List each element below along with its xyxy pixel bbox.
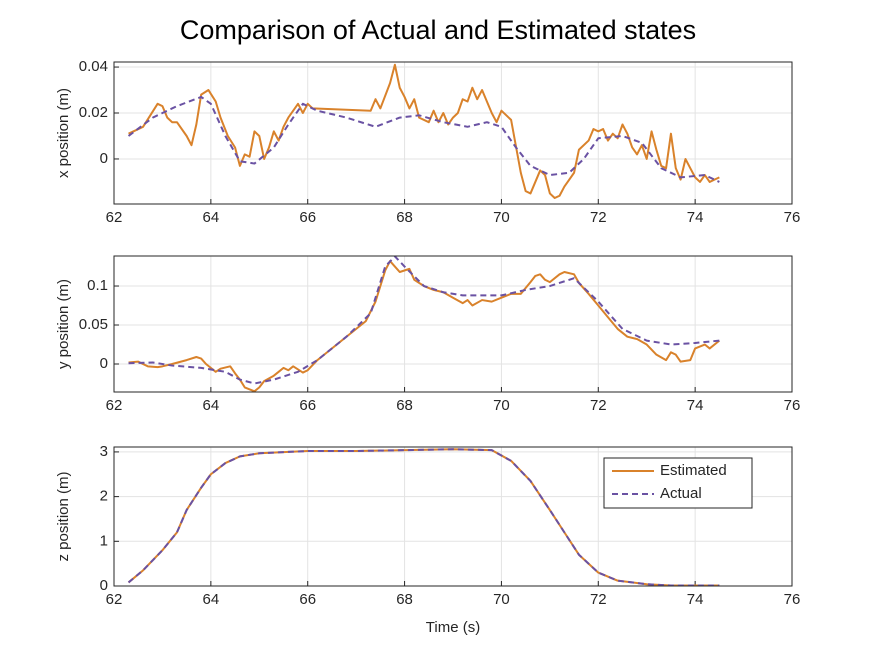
- legend-label: Estimated: [660, 462, 727, 479]
- x-tick-label: 62: [106, 591, 123, 608]
- plot-area: [114, 62, 792, 204]
- x-tick-label: 64: [203, 209, 220, 226]
- data-line: [128, 256, 720, 385]
- data-line: [127, 448, 720, 586]
- y-axis-label: z position (m): [55, 471, 72, 561]
- plot-area: [114, 256, 792, 392]
- x-tick-label: 64: [203, 591, 220, 608]
- y-axis-label: x position (m): [55, 88, 72, 178]
- series-group: [127, 63, 720, 200]
- y-tick-label: 0: [100, 577, 108, 594]
- x-tick-label: 76: [784, 397, 801, 414]
- x-tick-label: 66: [299, 397, 316, 414]
- data-line: [127, 95, 720, 183]
- axes-box: [113, 61, 793, 205]
- x-tick-label: 68: [396, 209, 413, 226]
- series-group: [128, 256, 720, 392]
- x-tick-label: 68: [396, 591, 413, 608]
- x-tick-label: 70: [493, 591, 510, 608]
- x-tick-label: 66: [299, 591, 316, 608]
- x-tick-label: 76: [784, 209, 801, 226]
- y-tick-label: 3: [100, 443, 108, 460]
- x-tick-label: 66: [299, 209, 316, 226]
- figure-title: Comparison of Actual and Estimated state…: [180, 15, 696, 45]
- y-tick-label: 2: [100, 488, 108, 505]
- data-line: [128, 260, 720, 392]
- y-tick-label: 0.02: [79, 104, 108, 121]
- x-tick-label: 62: [106, 209, 123, 226]
- y-tick-label: 0.04: [79, 58, 108, 75]
- y-tick-label: 0.05: [79, 316, 108, 333]
- axes-box: [113, 446, 793, 587]
- x-tick-label: 74: [687, 397, 704, 414]
- x-tick-label: 68: [396, 397, 413, 414]
- y-tick-label: 0: [100, 150, 108, 167]
- x-tick-label: 70: [493, 209, 510, 226]
- y-axis-label: y position (m): [55, 279, 72, 369]
- legend-label: Actual: [660, 485, 702, 502]
- x-tick-label: 70: [493, 397, 510, 414]
- x-tick-label: 72: [590, 591, 607, 608]
- axes-box: [113, 255, 793, 393]
- x-tick-label: 64: [203, 397, 220, 414]
- x-tick-label: 74: [687, 591, 704, 608]
- x-tick-label: 76: [784, 591, 801, 608]
- y-tick-label: 0: [100, 355, 108, 372]
- x-tick-label: 74: [687, 209, 704, 226]
- x-tick-label: 72: [590, 397, 607, 414]
- series-group: [127, 448, 720, 586]
- x-tick-label: 72: [590, 209, 607, 226]
- x-axis-label: Time (s): [426, 619, 480, 636]
- legend-box: [603, 457, 753, 509]
- y-tick-label: 1: [100, 532, 108, 549]
- x-tick-label: 62: [106, 397, 123, 414]
- data-line: [128, 63, 720, 200]
- y-tick-label: 0.1: [87, 277, 108, 294]
